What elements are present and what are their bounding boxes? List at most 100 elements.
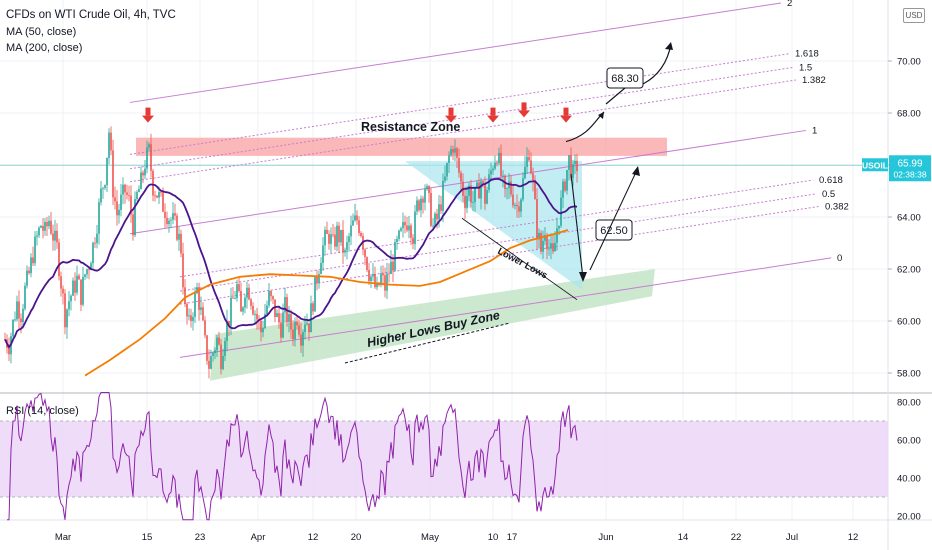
candle-body [428,186,430,193]
candle-body [44,221,46,231]
candle-body [106,157,108,186]
candle-body [358,220,360,234]
rsi-line [7,392,578,521]
candle-body [176,215,178,240]
candle-body [138,189,140,193]
price-tick-label: 58.00 [897,369,921,380]
arrow-head [598,112,604,119]
candle-body [514,204,516,206]
candle-body [250,299,252,306]
candle-body [236,284,238,299]
candle-body [26,270,28,286]
candle-body [238,284,240,291]
candle-body [546,235,548,250]
candle-body [412,237,414,245]
candle-body [346,242,348,250]
candle-body [302,332,304,346]
candle-body [132,214,134,236]
candle-body [136,192,138,200]
candle-body [82,276,84,305]
candle-body [418,200,420,211]
candle-body [416,200,418,212]
resistance-zone [136,137,667,156]
candle-body [308,323,310,333]
candle-body [562,181,564,198]
candle-body [148,144,150,148]
candle-body [20,318,22,323]
fib-level-label: 1.5 [799,62,812,73]
currency-badge[interactable]: USD [903,8,925,23]
candle-body [474,187,476,203]
candle-body [142,172,144,176]
candle-body [40,225,42,228]
axes: 58.0060.0062.0064.0066.0068.0070.0020.00… [55,57,931,543]
candle-body [134,199,136,236]
candle-body [218,337,220,345]
candle-body [526,156,528,167]
candle-body [118,209,120,216]
candle-body [518,206,520,212]
candle-body [144,168,146,176]
fib-level-line [129,2,782,103]
candle-body [490,170,492,175]
candle-body [86,269,88,275]
candle-body [232,297,234,299]
price-tick-label: 68.00 [897,109,921,120]
candle-body [572,164,574,179]
candle-body [536,199,538,240]
candle-body [276,313,278,317]
candle-body [322,245,324,263]
candle-body [140,172,142,190]
resistance-arrow-head [445,115,457,123]
rsi-legend: RSI (14, close) [6,405,79,417]
candle-body [438,204,440,220]
candle-body [484,183,486,204]
candle-body [330,234,332,244]
candle-body [274,299,276,317]
candle-body [56,230,58,243]
fib-level-label: 2 [787,0,792,9]
candle-body [494,162,496,169]
candle-body [382,273,384,276]
candle-body [294,321,296,340]
candle-body [454,148,456,153]
fib-channel: 2 1.618 1.5 1.382 1 0.618 0.50.382 0 [129,0,849,358]
candle-body [74,280,76,293]
candle-body [182,253,184,288]
target-up-label: 68.30 [611,73,639,85]
candle-body [352,220,354,226]
fib-level-label: 0.5 [822,189,835,200]
candle-body [248,287,250,300]
candle-body [548,248,550,250]
chart-title: CFDs on WTI Crude Oil, 4h, TVC [6,9,176,21]
candle-body [478,182,480,199]
candle-body [72,280,74,296]
time-tick-label: 14 [678,532,689,543]
candle-body [42,225,44,231]
candle-body [282,312,284,338]
countdown-label: 02:38:38 [893,169,926,179]
candle-body [88,269,90,271]
candle-body [120,194,122,210]
candle-body [8,347,10,355]
candle-body [460,172,462,182]
candle-body [290,314,292,330]
candle-body [348,236,350,243]
candle-body [166,217,168,225]
candle-body [58,242,60,277]
candle-body [506,188,508,190]
candle-body [102,187,104,189]
time-tick-label: May [421,532,439,543]
candle-body [380,273,382,285]
candle-body [122,184,124,195]
rsi-tick-label: 60.00 [897,436,921,447]
arrow-head [579,272,587,282]
candle-body [342,229,344,253]
last-price-tag [889,155,931,182]
candle-body [370,276,372,282]
candle-body [368,270,370,282]
candle-body [154,195,156,197]
candle-body [292,329,294,340]
candle-body [556,228,558,243]
